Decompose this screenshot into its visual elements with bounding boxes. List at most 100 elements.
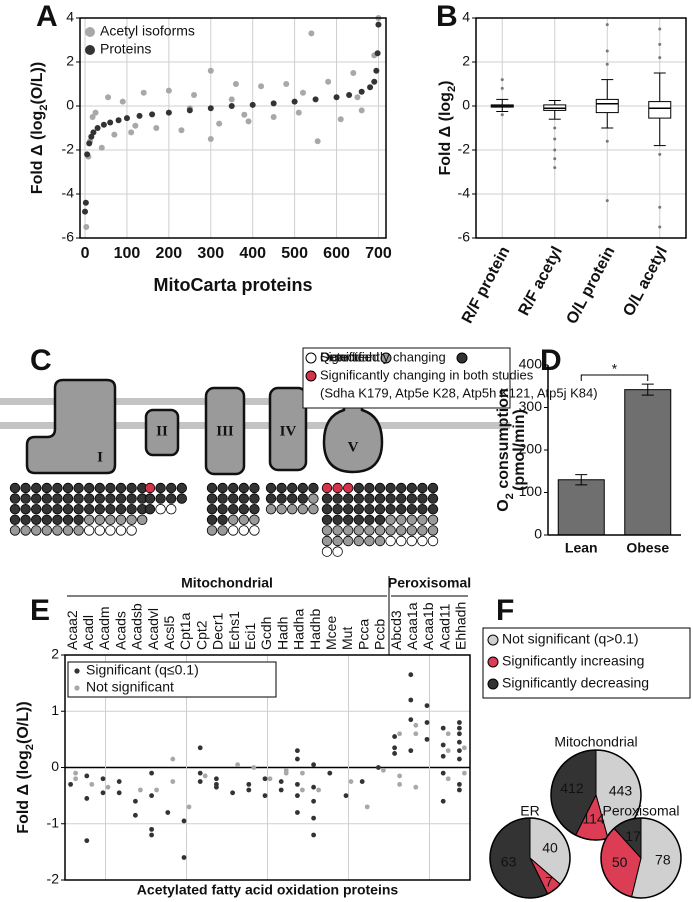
subunit [20,514,31,526]
pie-value-label: 7 [545,873,553,889]
subunit [287,504,298,515]
legend-marker [456,352,468,364]
outlier [605,49,609,53]
data-point [154,787,160,793]
label-part: Fold Δ (log [29,111,46,194]
x-tick-label: 200 [156,245,183,262]
legend-label: Quantified [320,349,379,364]
subunit [115,482,127,494]
subunit [217,493,228,504]
y-tick-label: 0 [66,97,74,113]
plot-frame [475,17,687,239]
subunit [94,493,106,504]
y-tick-label: -4 [458,185,471,201]
outlier [658,152,662,156]
subunit [144,493,156,504]
label-part: 2 [446,86,458,92]
subunit [249,504,260,515]
data-point [413,731,419,737]
outlier [500,86,504,90]
subunit [115,493,127,504]
subunit [115,525,127,536]
data-point [283,81,290,87]
subunit [9,525,21,536]
x-tick-label: Cpt1a [177,612,193,650]
data-point [283,770,289,776]
subunit [206,525,218,536]
subunit [406,525,418,536]
subunit [62,525,74,536]
panel-label: F [496,594,514,627]
subunit [374,493,386,504]
subunit [31,504,42,515]
subunit [417,525,428,536]
data-point [84,773,90,779]
subunit [364,504,375,515]
subunit [94,482,106,494]
subunit [126,514,137,526]
data-point [392,751,397,756]
subunit [265,493,277,504]
subunit [41,504,53,515]
data-point [278,787,284,793]
data-point [376,765,381,770]
data-point [82,208,89,215]
subunit [332,504,343,515]
data-point [149,826,155,832]
data-point [267,776,273,782]
x-tick-label: 300 [197,245,224,262]
data-point [311,784,316,790]
subunit [276,504,287,515]
subunit [276,482,287,494]
legend-marker [305,352,317,364]
subunit [20,525,31,536]
data-point [278,779,284,784]
y-tick-label: -2 [458,141,471,157]
data-point [133,812,138,818]
subunit [332,546,343,557]
label-part: 2 [24,744,36,750]
subunit [227,504,239,515]
pie-title: ER [520,803,539,819]
subunit [62,504,74,515]
subunit [297,504,309,515]
data-point [457,720,462,725]
data-point [311,798,316,804]
subunit [308,482,319,494]
subunit [332,535,343,547]
subunit [332,482,343,494]
data-point [119,98,126,105]
x-tick-label: Acadm [96,606,112,650]
data-point [462,770,467,776]
data-point [457,787,462,793]
data-point [202,773,208,779]
subunit [417,482,428,494]
group-label: Peroxisomal [388,575,471,591]
data-point [445,748,451,754]
panel-label: D [540,344,562,377]
data-point [440,753,446,759]
data-point [457,739,462,745]
subunit [227,514,239,526]
data-point [440,798,446,804]
subunit [249,493,260,504]
data-point [73,776,78,782]
subunit [73,493,84,504]
y-tick-label: 400 [519,356,543,372]
subunit [385,525,396,536]
x-tick-label: Decr1 [210,612,226,650]
data-point [295,756,300,762]
data-point [295,748,300,754]
subunit [406,482,418,494]
data-point [149,832,155,838]
data-point [89,114,96,120]
subunit [406,493,418,504]
subunit [105,482,116,494]
panel-label: A [36,0,58,33]
subunit [287,482,298,494]
data-point [249,101,256,108]
x-tick-label: Hadh [274,617,290,650]
subunit [62,493,74,504]
data-point [94,125,101,131]
subunit [9,514,21,526]
